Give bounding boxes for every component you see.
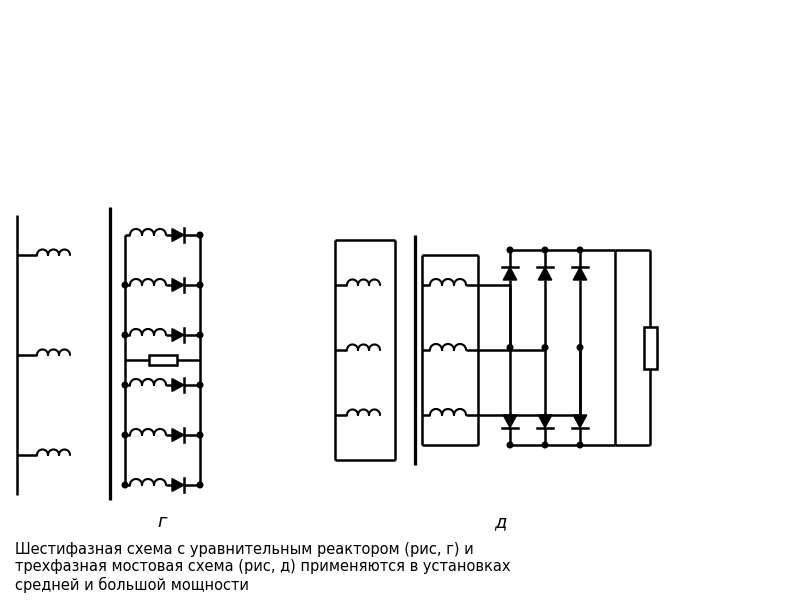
Circle shape: [578, 344, 582, 350]
Polygon shape: [538, 268, 552, 280]
Polygon shape: [503, 268, 517, 280]
Circle shape: [122, 482, 128, 488]
Polygon shape: [172, 278, 184, 292]
Polygon shape: [574, 415, 586, 428]
Circle shape: [122, 282, 128, 288]
Circle shape: [542, 344, 548, 350]
Circle shape: [197, 282, 203, 288]
Polygon shape: [538, 415, 552, 428]
Circle shape: [197, 382, 203, 388]
Text: Шестифазная схема с уравнительным реактором (рис, г) и
трехфазная мостовая схема: Шестифазная схема с уравнительным реакто…: [15, 542, 510, 593]
Circle shape: [542, 247, 548, 253]
Polygon shape: [172, 379, 184, 391]
Polygon shape: [172, 428, 184, 442]
Bar: [643, 326, 657, 368]
Circle shape: [507, 247, 513, 253]
Polygon shape: [574, 268, 586, 280]
Text: д: д: [494, 513, 506, 531]
Circle shape: [578, 247, 582, 253]
Circle shape: [197, 232, 203, 238]
Polygon shape: [503, 415, 517, 428]
Circle shape: [122, 382, 128, 388]
Text: г: г: [158, 513, 166, 531]
Polygon shape: [172, 229, 184, 241]
Circle shape: [507, 442, 513, 448]
Circle shape: [197, 332, 203, 338]
Circle shape: [197, 432, 203, 438]
Circle shape: [122, 432, 128, 438]
Circle shape: [122, 332, 128, 338]
Polygon shape: [172, 329, 184, 341]
Bar: [149, 355, 177, 365]
Circle shape: [197, 482, 203, 488]
Circle shape: [542, 442, 548, 448]
Circle shape: [507, 344, 513, 350]
Circle shape: [578, 442, 582, 448]
Polygon shape: [172, 479, 184, 491]
